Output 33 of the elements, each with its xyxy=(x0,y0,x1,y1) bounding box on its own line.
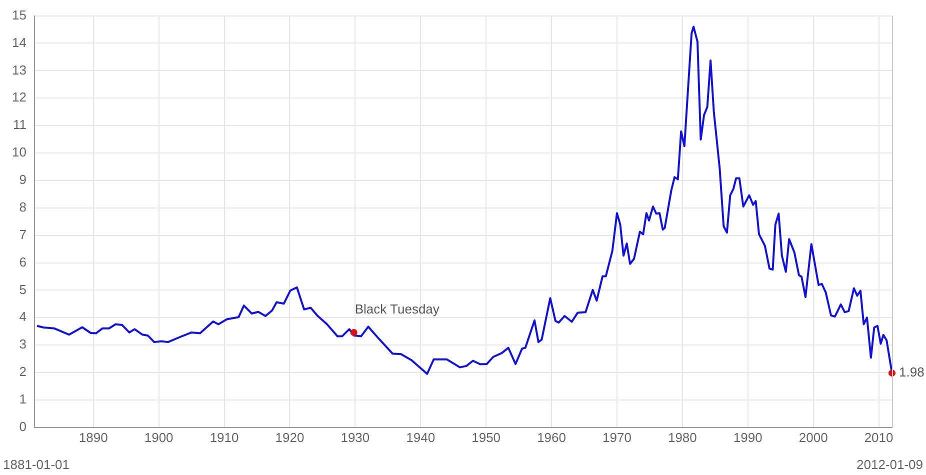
y-tick-label: 11 xyxy=(12,117,26,132)
annotation: Black Tuesday xyxy=(354,302,440,317)
x-tick-label: 1960 xyxy=(537,430,566,445)
x-tick-label: 1930 xyxy=(340,430,370,445)
x-tick-label: 1890 xyxy=(78,430,108,445)
y-tick-label: 8 xyxy=(19,199,26,214)
annotation: 1.98 xyxy=(899,364,924,380)
x-tick-label: 2000 xyxy=(798,430,828,445)
y-tick-label: 4 xyxy=(19,309,26,324)
y-tick-label: 7 xyxy=(19,226,26,242)
y-tick-label: 0 xyxy=(19,418,26,434)
x-tick-label: 1950 xyxy=(472,430,501,445)
y-tick-label: 14 xyxy=(12,34,26,50)
text: 2012-01-09 xyxy=(856,457,923,472)
y-tick-label: 5 xyxy=(19,282,26,297)
y-tick-label: 2 xyxy=(19,364,26,380)
y-tick-label: 1 xyxy=(19,392,26,407)
text: 1881-01-01 xyxy=(3,457,70,472)
y-tick-label: 10 xyxy=(12,144,26,160)
y-tick-label: 3 xyxy=(19,336,26,352)
x-tick-label: 1980 xyxy=(668,430,697,445)
x-tick-label: 1990 xyxy=(733,430,762,445)
y-tick-label: 9 xyxy=(19,172,26,188)
x-tick-label: 1940 xyxy=(406,430,436,445)
y-tick-label: 15 xyxy=(12,7,26,22)
x-tick-label: 1900 xyxy=(144,430,174,445)
y-tick-label: 6 xyxy=(19,254,26,270)
x-tick-label: 1910 xyxy=(210,430,239,445)
x-tick-label: 1970 xyxy=(602,430,632,445)
x-tick-label: 1920 xyxy=(275,430,304,445)
y-tick-label: 12 xyxy=(12,90,26,105)
y-tick-label: 13 xyxy=(12,62,26,78)
x-tick-label: 2010 xyxy=(864,430,894,445)
